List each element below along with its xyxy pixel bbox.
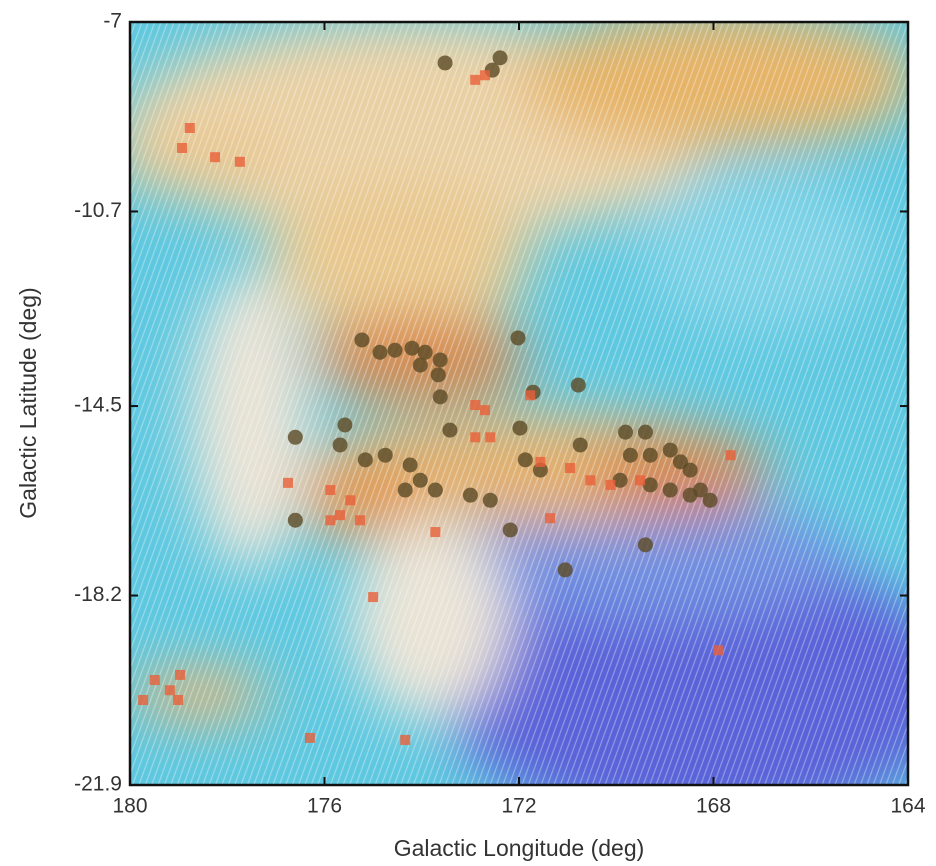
circle-point	[337, 417, 353, 433]
circle-point	[612, 472, 628, 488]
circle-point	[637, 537, 653, 553]
square-point	[164, 685, 175, 696]
map-background	[130, 22, 908, 785]
x-tick-label: 164	[890, 795, 925, 818]
square-point	[149, 675, 160, 686]
square-point	[470, 74, 481, 85]
square-point	[725, 450, 736, 461]
square-point	[479, 70, 490, 81]
circle-point	[492, 50, 508, 66]
circle-point	[622, 447, 638, 463]
circle-point	[354, 332, 370, 348]
circle-point	[642, 477, 658, 493]
square-point	[234, 156, 245, 167]
y-tick-label: -10.7	[74, 199, 122, 222]
circle-point	[437, 55, 453, 71]
circle-point	[662, 482, 678, 498]
y-axis-label: Galactic Latitude (deg)	[15, 287, 41, 518]
circle-point	[482, 492, 498, 508]
square-point	[605, 479, 616, 490]
circle-point	[642, 447, 658, 463]
x-axis-label: Galactic Longitude (deg)	[394, 835, 645, 861]
x-tick-label: 172	[501, 795, 536, 818]
square-point	[535, 456, 546, 467]
square-point	[470, 400, 481, 411]
y-tick-label: -21.9	[74, 773, 122, 796]
square-point	[635, 475, 646, 486]
circle-point	[662, 442, 678, 458]
circle-point	[372, 344, 388, 360]
square-point	[210, 152, 221, 163]
circle-point	[377, 447, 393, 463]
circle-point	[397, 482, 413, 498]
square-point	[325, 485, 336, 496]
circle-point	[402, 457, 418, 473]
square-point	[173, 694, 184, 705]
circle-point	[387, 342, 403, 358]
square-point	[184, 123, 195, 134]
circle-point	[502, 522, 518, 538]
circle-point	[512, 420, 528, 436]
y-tick-label: -7	[103, 10, 122, 33]
circle-point	[427, 482, 443, 498]
circle-point	[412, 357, 428, 373]
circle-point	[570, 377, 586, 393]
square-point	[175, 669, 186, 680]
circle-point	[517, 452, 533, 468]
y-tick-label: -18.2	[74, 583, 122, 606]
circle-point	[432, 389, 448, 405]
circle-point	[617, 424, 633, 440]
circle-point	[462, 487, 478, 503]
circle-point	[287, 429, 303, 445]
square-point	[585, 475, 596, 486]
circle-point	[412, 472, 428, 488]
square-point	[400, 734, 411, 745]
circle-point	[682, 487, 698, 503]
circle-point	[442, 422, 458, 438]
circle-point	[404, 340, 420, 356]
circle-point	[682, 462, 698, 478]
square-point	[545, 513, 556, 524]
x-tick-label: 176	[307, 795, 342, 818]
square-point	[138, 694, 149, 705]
square-point	[470, 432, 481, 443]
circle-point	[702, 492, 718, 508]
square-point	[345, 495, 356, 506]
square-point	[283, 477, 294, 488]
square-point	[354, 515, 365, 526]
circle-point	[637, 424, 653, 440]
circle-point	[432, 352, 448, 368]
square-point	[565, 463, 576, 474]
square-point	[304, 732, 315, 743]
circle-point	[557, 562, 573, 578]
square-point	[713, 645, 724, 656]
square-point	[325, 515, 336, 526]
square-point	[485, 432, 496, 443]
circle-point	[417, 344, 433, 360]
x-tick-label: 180	[112, 795, 147, 818]
square-point	[368, 592, 379, 603]
circle-point	[572, 437, 588, 453]
square-point	[479, 405, 490, 416]
y-tick-label: -14.5	[74, 394, 122, 417]
circle-point	[357, 452, 373, 468]
circle-point	[430, 367, 446, 383]
square-point	[177, 142, 188, 153]
circle-point	[287, 512, 303, 528]
square-point	[335, 510, 346, 521]
square-point	[525, 390, 536, 401]
circle-point	[332, 437, 348, 453]
circle-point	[510, 330, 526, 346]
square-point	[430, 527, 441, 538]
x-tick-label: 168	[696, 795, 731, 818]
